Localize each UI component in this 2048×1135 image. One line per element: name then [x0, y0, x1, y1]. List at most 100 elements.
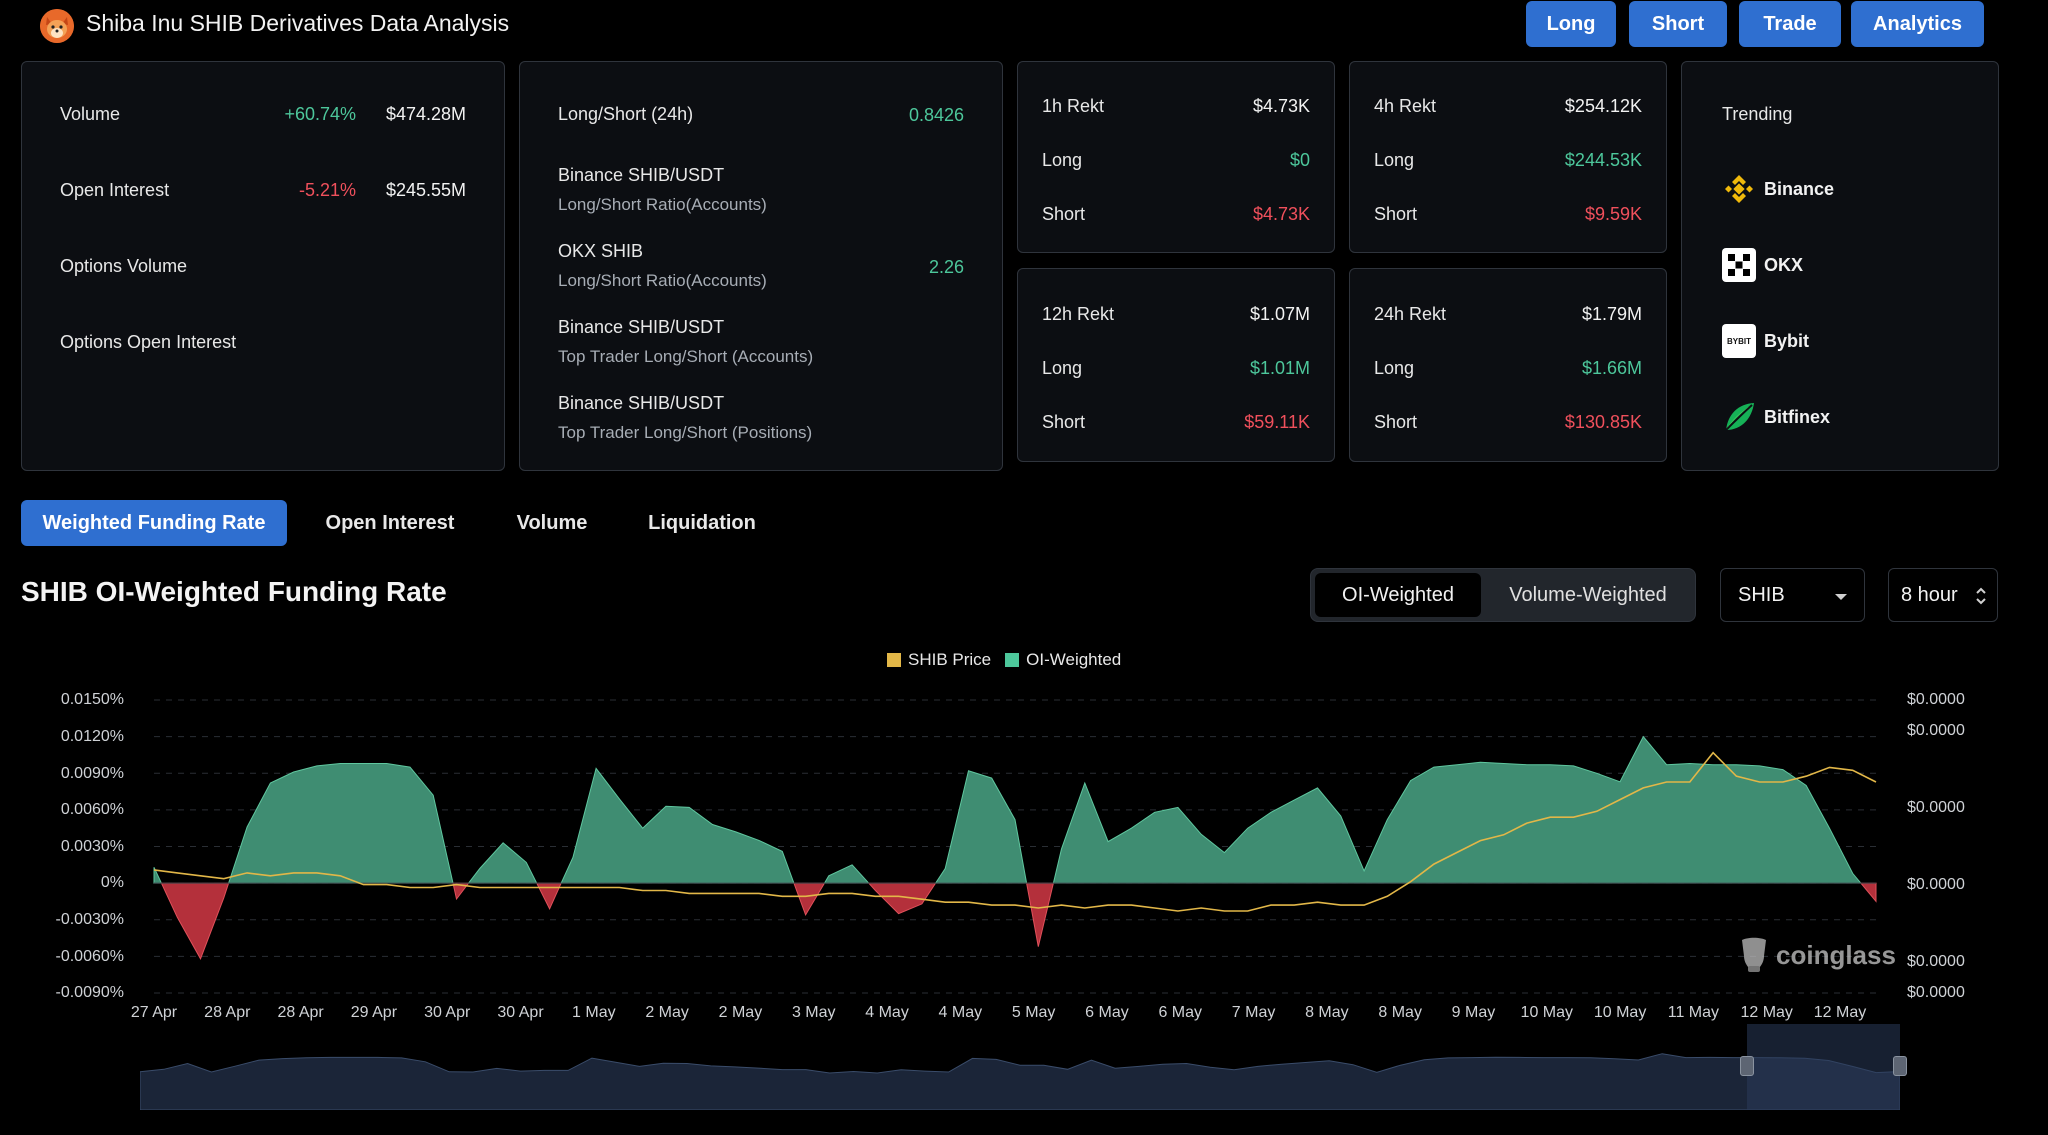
overview-panel: Volume +60.74% $474.28M Open Interest -5… — [21, 61, 505, 471]
long-button[interactable]: Long — [1526, 1, 1616, 47]
page-title: Shiba Inu SHIB Derivatives Data Analysis — [86, 10, 510, 36]
ls-row-name: Binance SHIB/USDT — [558, 317, 725, 337]
options-open-interest-label: Options Open Interest — [60, 332, 237, 352]
x-tick-label: 6 May — [1158, 1004, 1203, 1021]
x-tick-label: 5 May — [1011, 1004, 1056, 1021]
trending-item-label: OKX — [1764, 254, 1804, 275]
rekt-total: $1.79M — [1581, 304, 1642, 324]
rekt-1h-panel: 1h Rekt $4.73K Long $0 Short $4.73K — [1017, 61, 1335, 253]
bitfinex-icon — [1725, 403, 1754, 431]
interval-select-value: 8 hour — [1901, 584, 1958, 606]
funding-area-positive — [467, 842, 538, 884]
navigator-handle-left[interactable] — [1740, 1056, 1754, 1076]
price-line — [153, 751, 1877, 912]
funding-area-negative — [1859, 882, 1877, 903]
rekt-long-label: Long — [1042, 150, 1083, 170]
funding-area-positive — [823, 864, 870, 884]
open-interest-value: $245.55M — [385, 180, 466, 200]
chart-section-title: SHIB OI-Weighted Funding Rate — [21, 576, 447, 607]
rekt-long-value: $0 — [1289, 150, 1310, 170]
navigator-handle-right[interactable] — [1893, 1056, 1907, 1076]
toggle-volume-weighted[interactable]: Volume-Weighted — [1509, 583, 1667, 606]
tab-weighted-funding-rate[interactable]: Weighted Funding Rate — [21, 500, 287, 546]
interval-select[interactable]: 8 hour — [1888, 568, 1998, 622]
volume-label: Volume — [60, 104, 121, 124]
y-tick-right: $0.0000 — [1907, 984, 1965, 1001]
rekt-short-label: Short — [1374, 204, 1418, 224]
navigator-selection[interactable] — [1747, 1024, 1900, 1110]
long-short-panel: Long/Short (24h) 0.8426 Binance SHIB/USD… — [519, 61, 1003, 471]
x-tick-label: 30 Apr — [424, 1004, 471, 1021]
funding-area-negative — [1025, 882, 1055, 947]
caret-down-icon — [1835, 594, 1847, 600]
chart-navigator[interactable] — [139, 1024, 1907, 1111]
x-tick-label: 27 Apr — [130, 1004, 178, 1021]
rekt-short-label: Short — [1374, 412, 1418, 432]
ls-row-name: OKX SHIB — [558, 241, 644, 261]
ls-row-sub: Top Trader Long/Short (Accounts) — [558, 347, 814, 366]
rekt-short-value: $4.73K — [1252, 204, 1310, 224]
rekt-4h-panel: 4h Rekt $254.12K Long $244.53K Short $9.… — [1349, 61, 1667, 253]
sort-arrows-icon — [1976, 587, 1986, 605]
x-tick-label: 8 May — [1305, 1004, 1349, 1021]
funding-area-negative — [160, 882, 230, 960]
x-tick-label: 8 May — [1378, 1004, 1422, 1021]
x-tick-label: 3 May — [791, 1004, 836, 1021]
x-tick-label: 10 May — [1593, 1004, 1647, 1021]
funding-area-positive — [1052, 735, 1862, 884]
y-tick-right: $0.0000 — [1907, 953, 1965, 970]
short-button[interactable]: Short — [1629, 1, 1727, 47]
okx-icon — [1722, 248, 1756, 282]
y-tick-left: 0.0060% — [60, 801, 124, 818]
x-tick-label: 10 May — [1520, 1004, 1574, 1021]
legend-label-oi[interactable]: OI-Weighted — [1026, 650, 1122, 669]
funding-area-positive — [560, 767, 795, 884]
x-tick-label: 1 May — [572, 1004, 616, 1021]
ls-row-name: Binance SHIB/USDT — [558, 165, 725, 185]
navigator-minimap — [139, 1024, 1901, 1111]
tab-open-interest[interactable]: Open Interest — [325, 511, 455, 534]
app-logo — [40, 9, 74, 43]
legend-label-price[interactable]: SHIB Price — [908, 650, 992, 669]
rekt-long-label: Long — [1374, 150, 1415, 170]
tab-liquidation[interactable]: Liquidation — [648, 511, 756, 534]
x-tick-label: 28 Apr — [277, 1004, 324, 1021]
trending-item-label: Bybit — [1764, 330, 1809, 351]
funding-area-positive — [227, 763, 454, 884]
trending-item-binance[interactable]: Binance — [1722, 172, 1834, 206]
rekt-title: 24h Rekt — [1374, 304, 1447, 324]
trending-item-bitfinex[interactable]: Bitfinex — [1722, 400, 1830, 434]
rekt-short-value: $9.59K — [1584, 204, 1642, 224]
volume-value: $474.28M — [385, 104, 466, 124]
open-interest-change: -5.21% — [298, 180, 356, 200]
y-tick-left: -0.0060% — [55, 948, 125, 965]
rekt-total: $254.12K — [1564, 96, 1642, 116]
y-tick-left: -0.0090% — [55, 984, 125, 1001]
trade-button[interactable]: Trade — [1739, 1, 1841, 47]
ls-row-name: Binance SHIB/USDT — [558, 393, 725, 413]
y-tick-right: $0.0000 — [1907, 722, 1965, 739]
long-short-24h-value: 0.8426 — [908, 105, 964, 125]
trending-item-okx[interactable]: OKX — [1722, 248, 1803, 282]
y-tick-left: 0% — [100, 874, 124, 891]
rekt-long-label: Long — [1374, 358, 1415, 378]
shiba-icon — [40, 9, 74, 43]
x-tick-label: 2 May — [718, 1004, 763, 1021]
rekt-24h-panel: 24h Rekt $1.79M Long $1.66M Short $130.8… — [1349, 268, 1667, 462]
toggle-oi-weighted[interactable]: OI-Weighted — [1315, 573, 1481, 617]
rekt-short-value: $130.85K — [1564, 412, 1642, 432]
rekt-long-value: $1.01M — [1249, 358, 1310, 378]
x-tick-label: 4 May — [938, 1004, 983, 1021]
bybit-icon: BYBIT — [1722, 324, 1756, 358]
binance-icon — [1725, 175, 1753, 203]
tab-volume[interactable]: Volume — [516, 511, 588, 534]
x-tick-label: 4 May — [865, 1004, 909, 1021]
x-tick-label: 12 May — [1813, 1004, 1867, 1021]
rekt-title: 1h Rekt — [1042, 96, 1105, 116]
ls-row-value: 2.26 — [928, 257, 964, 277]
funding-area-positive — [153, 867, 163, 884]
weighting-toggle: OI-Weighted Volume-Weighted — [1310, 568, 1696, 622]
coin-select[interactable]: SHIB — [1720, 568, 1865, 622]
trending-item-bybit[interactable]: BYBIT Bybit — [1722, 324, 1809, 358]
analytics-button[interactable]: Analytics — [1851, 1, 1984, 47]
